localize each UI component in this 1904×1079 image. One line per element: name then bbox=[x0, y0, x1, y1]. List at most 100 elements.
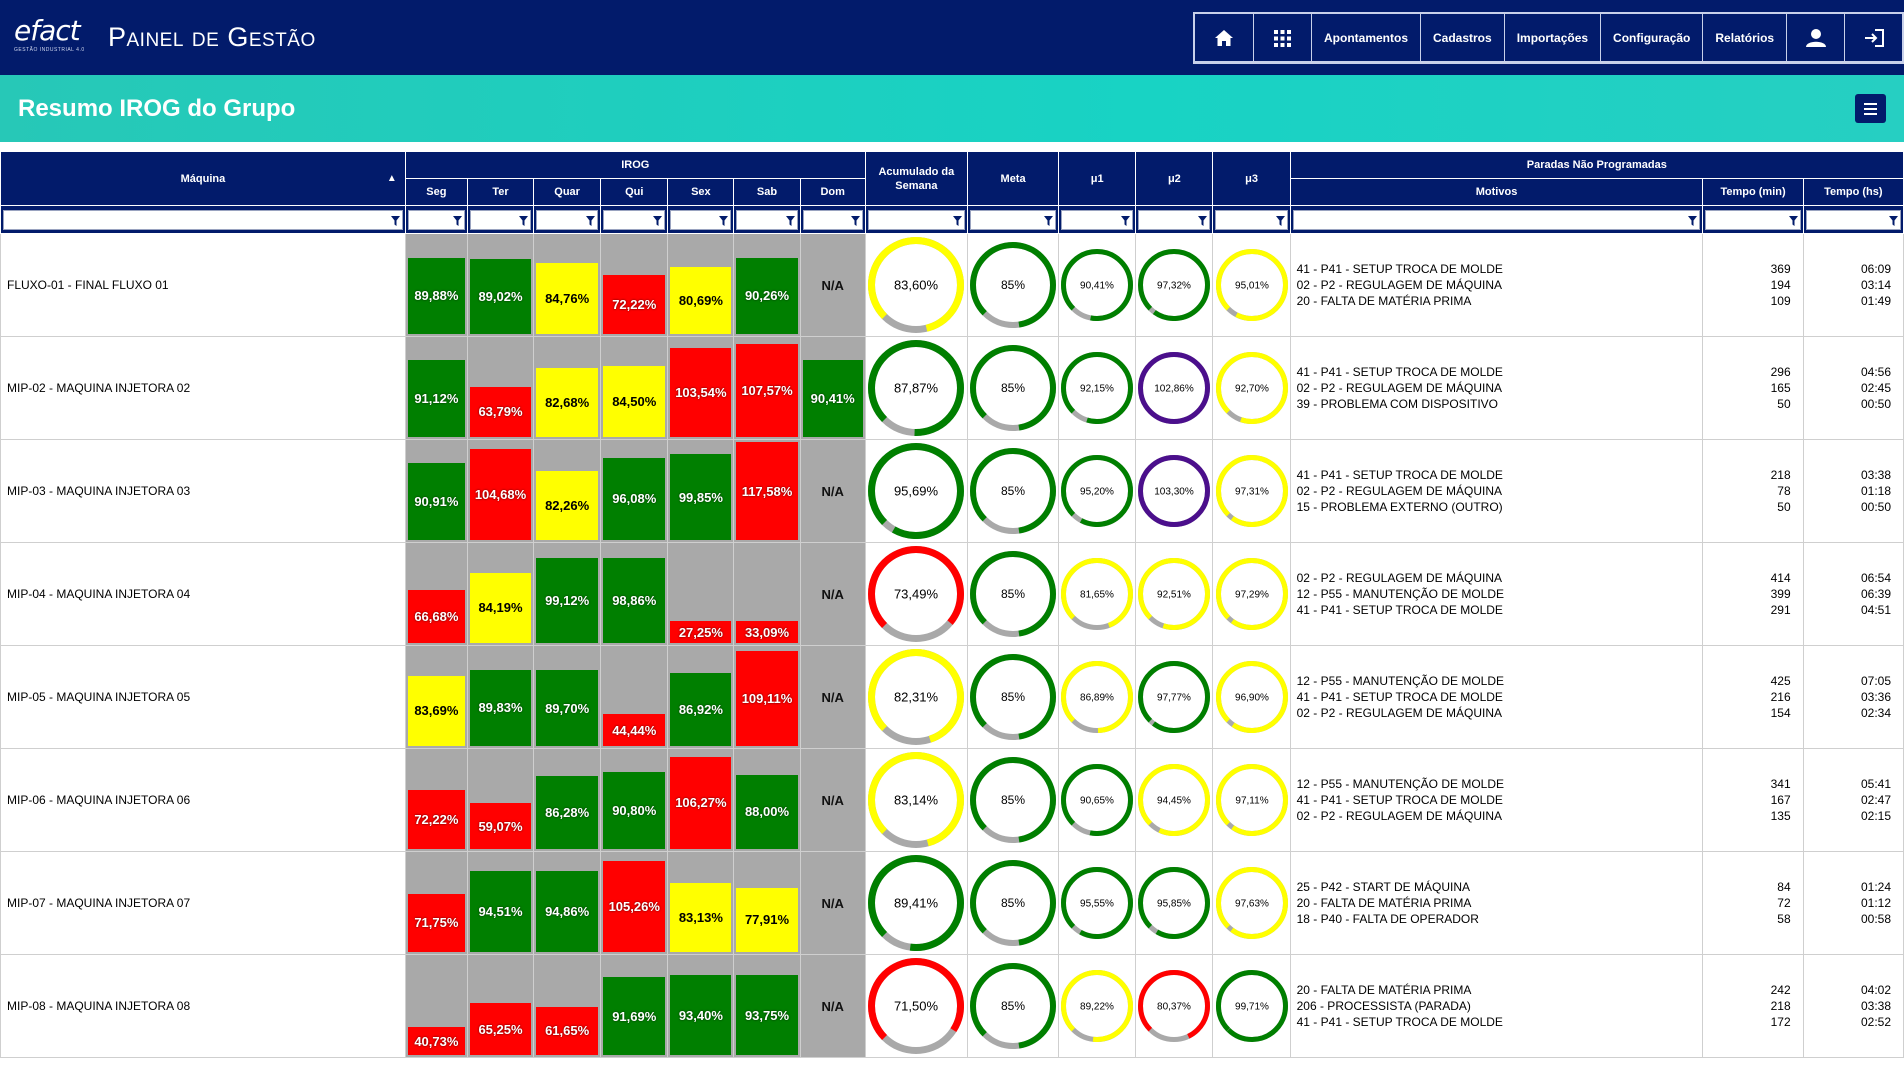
filter-input-mu3[interactable] bbox=[1215, 209, 1288, 230]
motivos-cell: 41 - P41 - SETUP TROCA DE MOLDE 02 - P2 -… bbox=[1289, 336, 1704, 440]
motivo-item: 20 - FALTA DE MATÉRIA PRIMA bbox=[1296, 983, 1472, 997]
mu3-gauge-fill bbox=[1215, 764, 1288, 836]
mu2-gauge-fill bbox=[1138, 352, 1211, 424]
home-button[interactable] bbox=[1195, 14, 1253, 62]
column-day-sex[interactable]: Sex bbox=[667, 178, 735, 206]
nav-relatorios[interactable]: Relatórios bbox=[1702, 14, 1786, 62]
irog-cell-seg: 90,91% bbox=[404, 439, 468, 543]
filter-input-meta[interactable] bbox=[969, 209, 1057, 230]
tempo-hs-value: 03:38 bbox=[1860, 468, 1891, 482]
nav-apontamentos[interactable]: Apontamentos bbox=[1311, 14, 1420, 62]
column-motivos[interactable]: Motivos bbox=[1289, 178, 1704, 206]
column-mu1[interactable]: μ1 bbox=[1058, 151, 1137, 206]
tempo-min-value: 154 bbox=[1770, 706, 1791, 720]
filter-icon[interactable] bbox=[1275, 215, 1285, 226]
table-row[interactable]: MIP-07 - MAQUINA INJETORA 07 71,75% 94,51%… bbox=[0, 851, 1904, 955]
irog-cell-ter: 89,83% bbox=[466, 645, 535, 749]
meta-cell: 85% bbox=[966, 645, 1060, 749]
filter-input-seg[interactable] bbox=[407, 209, 465, 230]
filter-icon[interactable] bbox=[1198, 215, 1208, 226]
filter-icon[interactable] bbox=[452, 215, 462, 226]
tempo-hs-value: 04:02 bbox=[1860, 983, 1891, 997]
filter-input-mu1[interactable] bbox=[1061, 209, 1134, 230]
table-row[interactable]: MIP-02 - MAQUINA INJETORA 02 91,12% 63,79%… bbox=[0, 336, 1904, 440]
tempo-hs-cell: 06:54 06:39 04:51 bbox=[1802, 542, 1904, 646]
mu1-cell: 95,20% bbox=[1058, 439, 1137, 543]
filter-input-tempo-hs[interactable] bbox=[1805, 209, 1901, 230]
filter-icon[interactable] bbox=[850, 215, 860, 226]
table-row[interactable]: MIP-03 - MAQUINA INJETORA 03 90,91% 104,68… bbox=[0, 439, 1904, 543]
irog-cell-ter: 89,02% bbox=[466, 233, 535, 337]
column-day-quar[interactable]: Quar bbox=[533, 178, 602, 206]
filter-icon[interactable] bbox=[719, 215, 729, 226]
filter-icon[interactable] bbox=[952, 215, 962, 226]
tempo-min-value: 242 bbox=[1770, 983, 1791, 997]
column-day-ter[interactable]: Ter bbox=[466, 178, 535, 206]
efact-logo[interactable]: efact GESTÃO INDUSTRIAL 4.0 bbox=[14, 16, 86, 56]
filter-input-sab[interactable] bbox=[736, 209, 798, 230]
filter-input-quar[interactable] bbox=[536, 209, 599, 230]
apps-grid-button[interactable] bbox=[1253, 14, 1311, 62]
acumulado-gauge-label: 87,87% bbox=[894, 380, 939, 395]
mu3-gauge: 97,63% bbox=[1215, 867, 1288, 939]
filter-icon[interactable] bbox=[1889, 215, 1898, 226]
column-machine[interactable]: Máquina ▲ bbox=[0, 151, 406, 206]
filter-input-tempo-min[interactable] bbox=[1705, 209, 1801, 230]
filter-icon[interactable] bbox=[1121, 215, 1131, 226]
filter-icon[interactable] bbox=[1044, 215, 1054, 226]
motivo-item: 41 - P41 - SETUP TROCA DE MOLDE bbox=[1296, 262, 1503, 276]
column-meta[interactable]: Meta bbox=[966, 151, 1060, 206]
column-day-sab[interactable]: Sab bbox=[733, 178, 801, 206]
filter-icon[interactable] bbox=[390, 215, 400, 226]
filter-input-sex[interactable] bbox=[670, 209, 732, 230]
nav-importacoes[interactable]: Importações bbox=[1503, 14, 1600, 62]
list-menu-button[interactable] bbox=[1855, 94, 1886, 123]
mu1-gauge-label: 95,20% bbox=[1080, 486, 1114, 497]
column-day-seg[interactable]: Seg bbox=[404, 178, 468, 206]
filter-icon[interactable] bbox=[519, 215, 529, 226]
table-row[interactable]: MIP-04 - MAQUINA INJETORA 04 66,68% 84,19%… bbox=[0, 542, 1904, 646]
filter-icon[interactable] bbox=[586, 215, 596, 226]
irog-cell-seg: 72,22% bbox=[404, 748, 468, 852]
filter-icon[interactable] bbox=[653, 215, 663, 226]
main-nav: Apontamentos Cadastros Importações Confi… bbox=[1193, 12, 1904, 64]
nav-configuracao[interactable]: Configuração bbox=[1600, 14, 1702, 62]
column-tempo-hs[interactable]: Tempo (hs) bbox=[1802, 178, 1904, 206]
filter-input-machine[interactable] bbox=[3, 209, 403, 230]
irog-cell-quar: 61,65% bbox=[533, 954, 602, 1058]
nav-cadastros[interactable]: Cadastros bbox=[1420, 14, 1504, 62]
table-row[interactable]: MIP-06 - MAQUINA INJETORA 06 72,22% 59,07%… bbox=[0, 748, 1904, 852]
column-acumulado[interactable]: Acumulado da Semana bbox=[864, 151, 968, 206]
column-tempo-min[interactable]: Tempo (min) bbox=[1702, 178, 1804, 206]
filter-icon[interactable] bbox=[785, 215, 795, 226]
column-mu3[interactable]: μ3 bbox=[1212, 151, 1291, 206]
filter-input-qui[interactable] bbox=[603, 209, 666, 230]
filter-input-motivos[interactable] bbox=[1292, 209, 1701, 230]
table-row[interactable]: MIP-08 - MAQUINA INJETORA 08 40,73% 65,25%… bbox=[0, 954, 1904, 1058]
filter-input-ter[interactable] bbox=[469, 209, 532, 230]
irog-bar: 89,83% bbox=[469, 669, 532, 746]
column-mu2[interactable]: μ2 bbox=[1135, 151, 1214, 206]
mu1-cell: 89,22% bbox=[1058, 954, 1137, 1058]
mu2-cell: 94,45% bbox=[1135, 748, 1214, 852]
logout-button[interactable] bbox=[1844, 14, 1902, 62]
table-row[interactable]: FLUXO-01 - FINAL FLUXO 01 89,88% 89,02% 84,… bbox=[0, 233, 1904, 337]
table-row[interactable]: MIP-05 - MAQUINA INJETORA 05 83,69% 89,83%… bbox=[0, 645, 1904, 749]
column-day-qui[interactable]: Qui bbox=[600, 178, 669, 206]
sort-ascending-icon[interactable]: ▲ bbox=[386, 172, 397, 184]
filter-input-dom[interactable] bbox=[802, 209, 863, 230]
filter-cell-seg bbox=[404, 205, 468, 234]
irog-cell-quar: 89,70% bbox=[533, 645, 602, 749]
filter-icon[interactable] bbox=[1788, 215, 1798, 226]
irog-cell-qui: 96,08% bbox=[600, 439, 669, 543]
column-day-dom[interactable]: Dom bbox=[799, 178, 866, 206]
table-body: FLUXO-01 - FINAL FLUXO 01 89,88% 89,02% 84,… bbox=[0, 233, 1904, 1058]
filter-input-mu2[interactable] bbox=[1138, 209, 1211, 230]
filter-input-acumulado[interactable] bbox=[867, 209, 965, 230]
irog-cell-ter: 104,68% bbox=[466, 439, 535, 543]
filter-cell-machine bbox=[0, 205, 406, 234]
filter-icon[interactable] bbox=[1688, 215, 1698, 226]
user-button[interactable] bbox=[1786, 14, 1844, 62]
irog-cell-seg: 66,68% bbox=[404, 542, 468, 646]
filter-cell-sab bbox=[733, 205, 801, 234]
